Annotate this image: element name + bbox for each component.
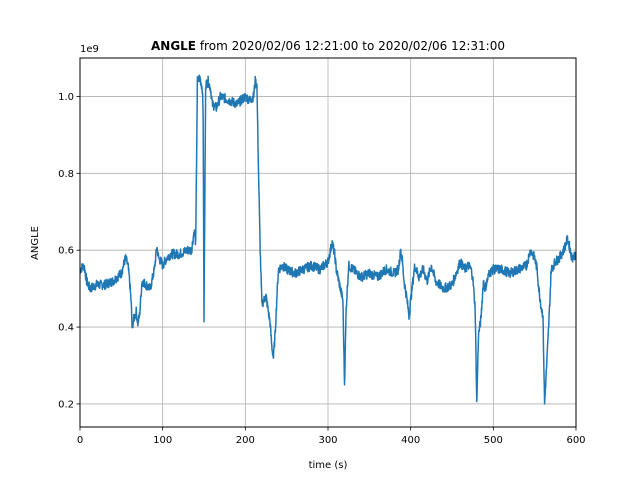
y-axis-label: ANGLE — [30, 226, 41, 260]
y-tick-label: 0.8 — [58, 169, 74, 180]
x-tick-label: 200 — [236, 435, 255, 446]
x-tick-label: 400 — [401, 435, 420, 446]
x-tick-label: 0 — [77, 435, 83, 446]
chart-title: ANGLE from 2020/02/06 12:21:00 to 2020/0… — [151, 39, 505, 53]
chart-title-bold: ANGLE — [151, 39, 196, 53]
x-tick-label: 100 — [153, 435, 172, 446]
x-axis-label: time (s) — [309, 460, 348, 471]
x-tick-label: 300 — [318, 435, 337, 446]
x-axis-ticks: 0 100 200 300 400 500 600 — [77, 427, 586, 446]
series-line — [80, 74, 576, 405]
y-tick-label: 1.0 — [58, 92, 74, 103]
y-axis-ticks: 0.2 0.4 0.6 0.8 1.0 — [58, 92, 80, 410]
y-tick-label: 0.2 — [58, 399, 74, 410]
x-tick-label: 600 — [566, 435, 585, 446]
y-tick-label: 0.6 — [58, 246, 74, 257]
chart-title-rest: from 2020/02/06 12:21:00 to 2020/02/06 1… — [196, 39, 505, 53]
grid — [79, 58, 577, 427]
y-tick-label: 0.4 — [58, 323, 74, 334]
plot-area — [80, 74, 576, 405]
y-offset-label: 1e9 — [80, 44, 99, 55]
x-tick-label: 500 — [484, 435, 503, 446]
